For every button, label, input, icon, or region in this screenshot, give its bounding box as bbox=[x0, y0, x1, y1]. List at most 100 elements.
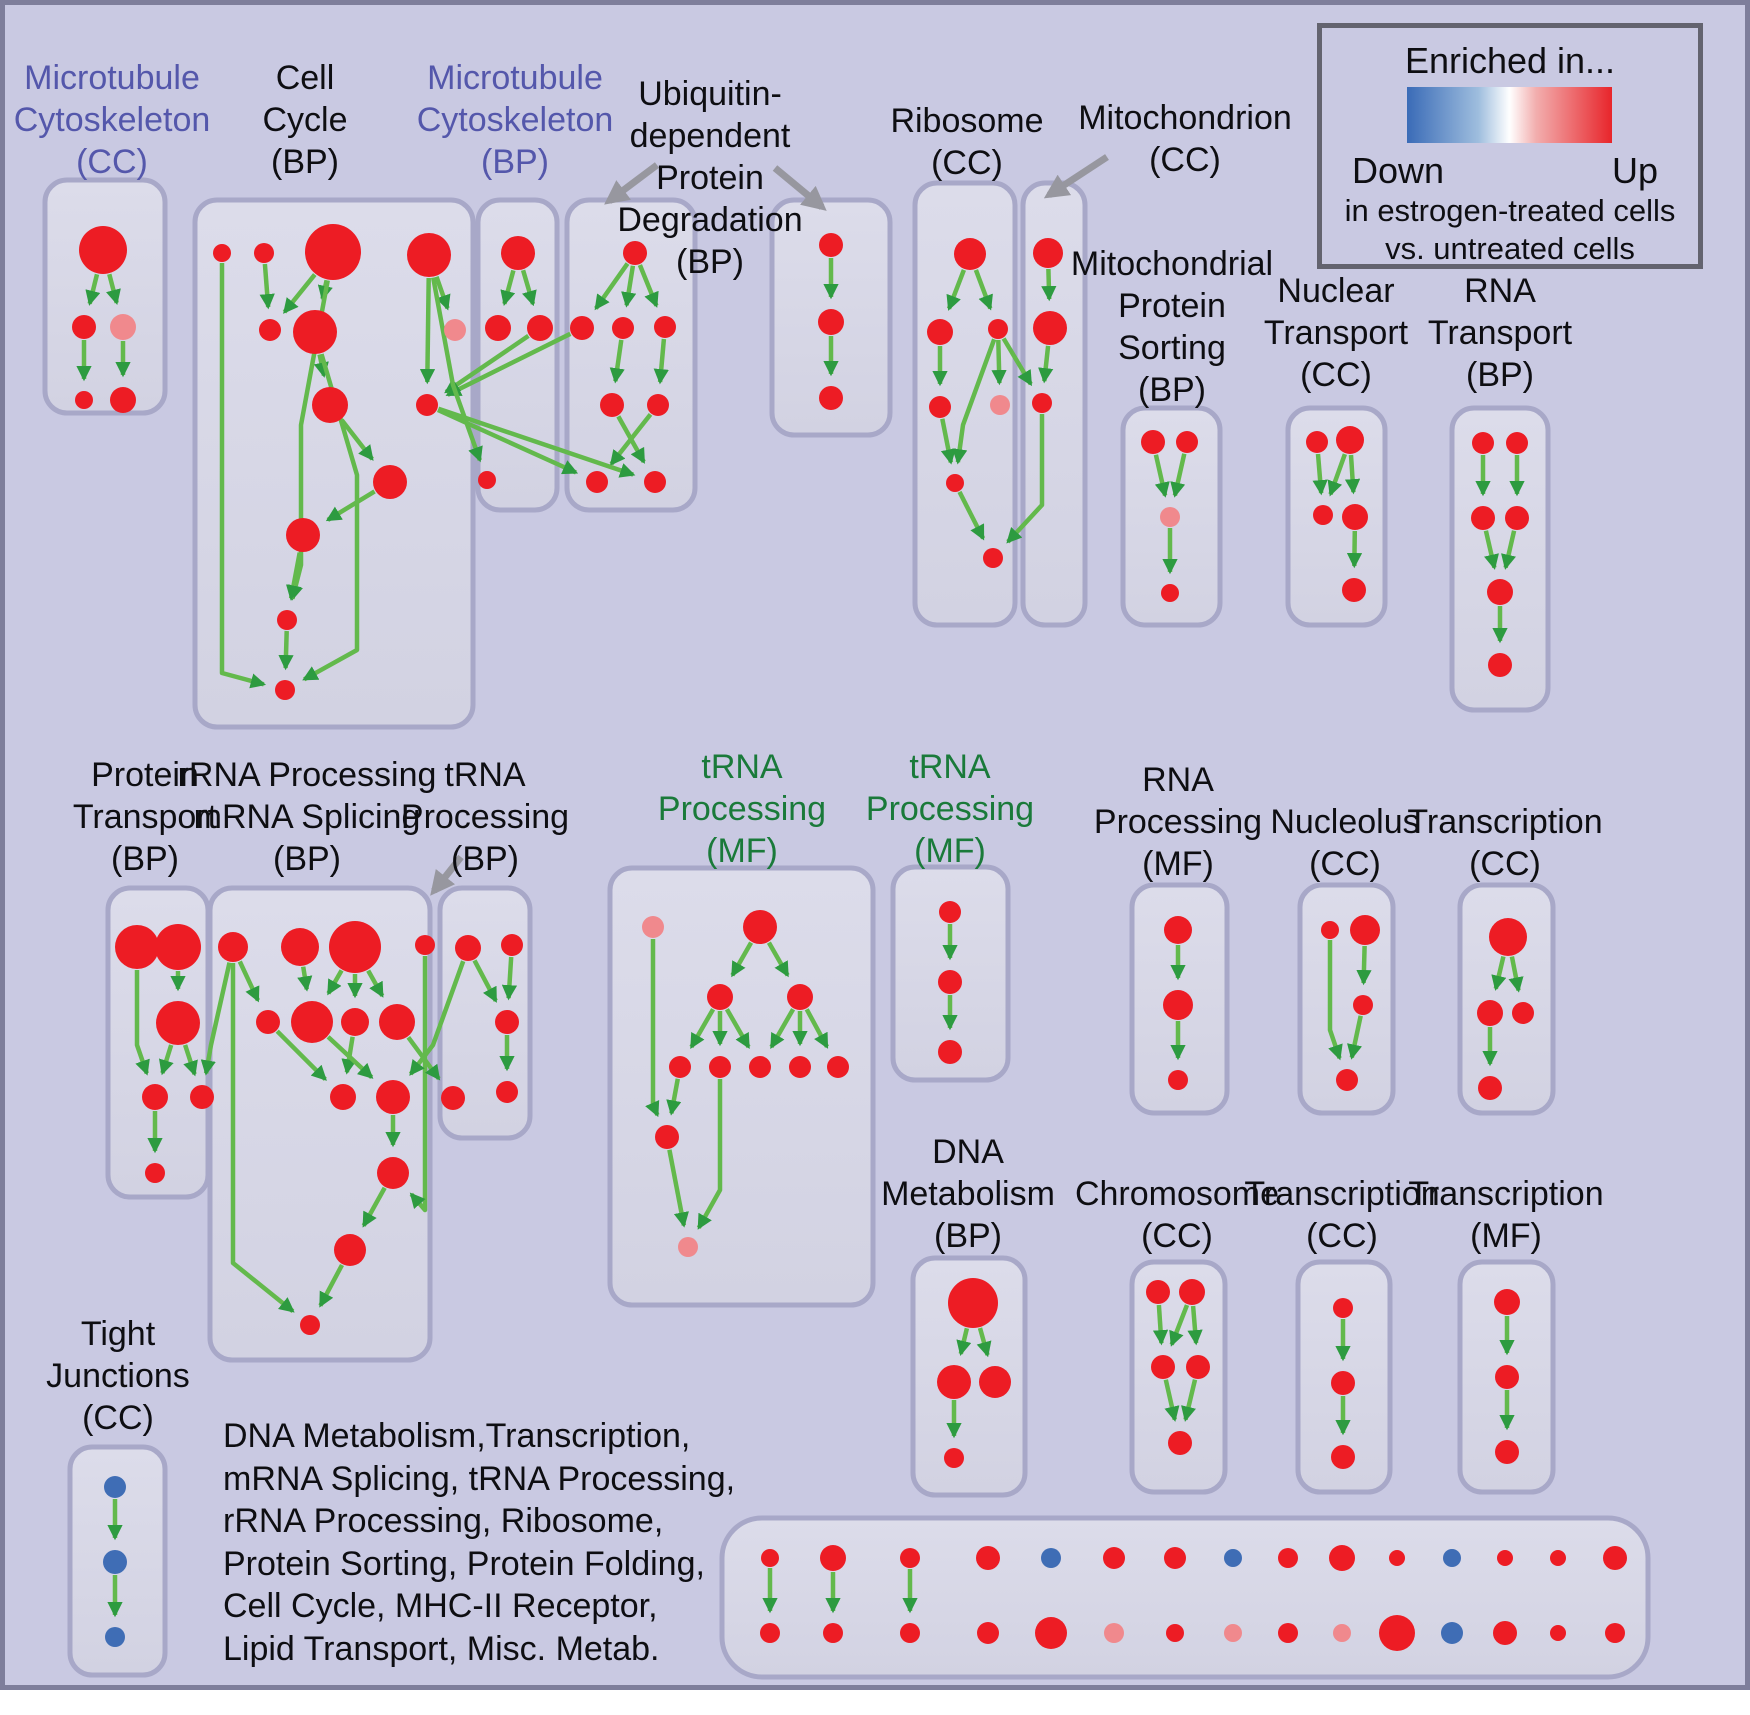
callout-arrows-layer bbox=[430, 154, 1109, 896]
go-term-node-ub2 bbox=[818, 309, 844, 335]
network-canvas bbox=[42, 154, 1651, 1680]
go-term-node-ma4 bbox=[1478, 1076, 1502, 1100]
go-term-node-ia3 bbox=[938, 1040, 962, 1064]
go-term-node-na1 bbox=[948, 1278, 998, 1328]
go-term-node-ps1 bbox=[1141, 430, 1165, 454]
go-term-node-oa3 bbox=[1151, 1355, 1175, 1379]
edge-arrow-rb3-rb6 bbox=[952, 338, 997, 465]
edge-arrow-cc10-cc11 bbox=[325, 489, 376, 522]
edge-arrow-nt2-nt3 bbox=[1327, 453, 1348, 497]
go-term-node-la4 bbox=[1336, 1069, 1358, 1091]
go-term-node-ga5 bbox=[496, 1081, 518, 1103]
edge-arrow-hb2-hc5 bbox=[804, 1008, 829, 1049]
go-term-node-rb5 bbox=[990, 395, 1010, 415]
go-term-node-cc11 bbox=[286, 518, 320, 552]
edge-arrow-rb4-rb6 bbox=[940, 418, 956, 465]
go-term-node-ga3 bbox=[495, 1010, 519, 1034]
edge-arrow-rt4-rt5 bbox=[1501, 530, 1517, 570]
edge-arrow-ka1-kb1 bbox=[237, 960, 260, 1003]
edge-arrow-ke1-kf1 bbox=[318, 1263, 344, 1308]
edge-arrow-hb1-hc1 bbox=[689, 1008, 716, 1049]
edge-arrow-ka1-pt5 bbox=[200, 962, 232, 1076]
misc-line: mRNA Splicing, tRNA Processing, bbox=[223, 1459, 736, 1498]
go-term-node-ua2 bbox=[570, 316, 594, 340]
go-term-node-pt1 bbox=[115, 925, 159, 969]
go-term-node-bt8 bbox=[1224, 1549, 1242, 1567]
nodes-layer bbox=[72, 224, 1627, 1651]
edge-arrow-pt3-pt4 bbox=[158, 1044, 174, 1076]
go-term-node-ka1 bbox=[218, 932, 248, 962]
go-term-node-hd1 bbox=[655, 1125, 679, 1149]
edge-arrow-ka4-kd1 bbox=[409, 956, 428, 1213]
edge-arrow-nt2-nt4 bbox=[1344, 454, 1361, 495]
group-box-trna-processing-mf-large bbox=[607, 865, 876, 1308]
go-term-node-oa5 bbox=[1168, 1431, 1192, 1455]
go-term-node-ke1 bbox=[334, 1234, 366, 1266]
misc-line: rRNA Processing, Ribosome, bbox=[223, 1502, 664, 1540]
go-term-node-kf1 bbox=[300, 1315, 320, 1335]
go-term-node-nt4 bbox=[1342, 504, 1368, 530]
go-term-node-kc2 bbox=[376, 1080, 410, 1114]
go-term-node-mc5 bbox=[110, 387, 136, 413]
go-term-node-mt2 bbox=[1033, 311, 1067, 345]
edge-arrow-oa2-oa3 bbox=[1169, 1304, 1190, 1347]
edge-arrow-cc8-cc10 bbox=[339, 418, 374, 461]
go-term-node-cc2 bbox=[254, 243, 274, 263]
edge-arrow-cc4-mb4 bbox=[430, 277, 483, 463]
go-term-node-bb14 bbox=[1550, 1625, 1566, 1641]
go-term-node-he1 bbox=[678, 1237, 698, 1257]
edge-arrow-mt1-mt2 bbox=[1041, 268, 1057, 302]
go-term-node-bb15 bbox=[1605, 1623, 1625, 1643]
go-term-node-cc3 bbox=[305, 224, 361, 280]
go-term-node-pa1 bbox=[1333, 1298, 1353, 1318]
go-term-node-mc3 bbox=[110, 314, 136, 340]
edge-arrow-rb3-mt3 bbox=[1001, 337, 1033, 387]
go-term-node-rt6 bbox=[1488, 653, 1512, 677]
edge-arrow-ua4-ua6 bbox=[653, 338, 669, 385]
go-term-node-ma3 bbox=[1512, 1002, 1534, 1024]
go-term-node-hc1 bbox=[669, 1056, 691, 1078]
edge-arrow-cc4-cc7 bbox=[434, 275, 451, 311]
go-term-node-rb6 bbox=[946, 474, 964, 492]
edge-arrow-ua3-ua5 bbox=[609, 339, 625, 384]
edge-arrow-cc1-cc13 bbox=[219, 263, 267, 689]
edge-arrow-kb4-ga4 bbox=[406, 1035, 441, 1081]
go-term-node-bt7 bbox=[1164, 1547, 1186, 1569]
go-term-node-kc1 bbox=[330, 1084, 356, 1110]
edge-arrow-ha1-hd1 bbox=[645, 939, 660, 1118]
edge-arrow-cc11-cc12 bbox=[285, 552, 302, 601]
edge-arrow-cc2-cc5 bbox=[259, 263, 275, 310]
go-term-node-mc2 bbox=[72, 315, 96, 339]
go-term-node-bb7 bbox=[1166, 1624, 1184, 1642]
edge-arrow-mb1-mb3 bbox=[520, 269, 537, 307]
go-term-node-bt5 bbox=[1041, 1548, 1061, 1568]
edge-arrow-ga1-ga3 bbox=[472, 959, 498, 1003]
go-term-node-ua6 bbox=[647, 394, 669, 416]
go-term-node-cc1 bbox=[213, 244, 231, 262]
edge-arrow-ka3-kb4 bbox=[366, 969, 385, 998]
go-term-node-ka2 bbox=[281, 928, 319, 966]
legend-up-label: Up bbox=[1611, 150, 1658, 191]
go-term-node-bt3 bbox=[900, 1548, 920, 1568]
go-term-node-hb1 bbox=[707, 984, 733, 1010]
edge-arrow-ka3-kb2 bbox=[326, 969, 344, 996]
misc-line: Lipid Transport, Misc. Metab. bbox=[223, 1629, 660, 1668]
go-term-node-bt10 bbox=[1329, 1545, 1355, 1571]
edge-arrow-ga2-ga3 bbox=[501, 956, 518, 1001]
edge-arrow-cc9-ua8 bbox=[437, 406, 636, 478]
go-term-node-pt5 bbox=[190, 1085, 214, 1109]
go-term-node-ub3 bbox=[819, 386, 843, 410]
go-term-node-la2 bbox=[1350, 915, 1380, 945]
go-term-node-bt4 bbox=[976, 1546, 1000, 1570]
go-term-node-rb3 bbox=[988, 319, 1008, 339]
go-term-node-pt3 bbox=[156, 1001, 200, 1045]
go-term-node-kb2 bbox=[291, 1001, 333, 1043]
edge-arrow-ua1-ua2 bbox=[594, 262, 630, 311]
legend-subtitle-2: vs. untreated cells bbox=[1385, 231, 1635, 266]
edge-arrow-oa2-oa4 bbox=[1187, 1305, 1203, 1346]
legend-box: Enriched in... Down Up in estrogen-treat… bbox=[1317, 23, 1703, 269]
go-term-node-ua1 bbox=[623, 241, 647, 265]
edge-arrow-hc2-he1 bbox=[696, 1079, 723, 1230]
edge-arrow-kd1-ke1 bbox=[361, 1186, 387, 1228]
edge-arrow-la3-la4 bbox=[1347, 1015, 1363, 1060]
